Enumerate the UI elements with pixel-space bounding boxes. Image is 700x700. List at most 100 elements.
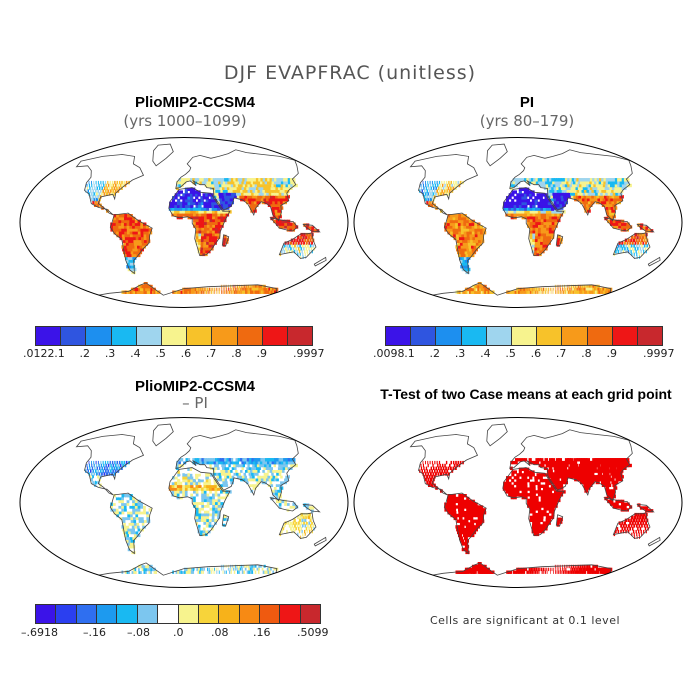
coastline-newguinea — [636, 223, 655, 233]
coastline-newguinea — [302, 223, 321, 233]
colorbar-swatch — [136, 327, 162, 345]
colorbar-tick-label: .8 — [231, 347, 242, 360]
colorbar-swatch — [537, 327, 563, 345]
coastline-australia — [612, 232, 651, 259]
coastline-eurasia — [175, 149, 299, 222]
colorbar-swatch — [178, 605, 199, 623]
colorbar-swatch — [239, 605, 260, 623]
colorbar-swatch — [486, 327, 512, 345]
map-data-cells — [85, 178, 320, 294]
map-panel-pi — [353, 137, 683, 308]
colorbar-tick-label: .9997 — [293, 347, 325, 360]
colorbar-swatch — [198, 605, 220, 623]
coastline-antarctica — [92, 562, 278, 577]
panel2-title: PI — [519, 94, 535, 111]
colorbar-swatch — [187, 327, 213, 345]
colorbar-swatch — [237, 327, 263, 345]
coastline-indonesia — [269, 497, 299, 512]
colorbar-swatch — [212, 327, 238, 345]
coastline-madagascar — [221, 514, 230, 527]
coastline-nz — [647, 256, 661, 267]
map-data-cells — [419, 458, 654, 574]
colorbar-tick-label: .0122 — [23, 347, 55, 360]
coastline-namerica — [409, 434, 479, 496]
map-data-cells — [419, 178, 654, 294]
colorbar-swatch — [259, 605, 281, 623]
coastline-greenland — [152, 143, 174, 167]
coastline-greenland — [486, 143, 508, 167]
colorbar-swatch — [262, 327, 288, 345]
coastline-australia — [278, 512, 317, 539]
coastline-namerica — [75, 154, 145, 216]
colorbar-model-ticks: .0122.1 .2 .3 .4 .5 .6 .7 .8 .9 .9997 — [23, 347, 325, 361]
colorbar-swatch — [436, 327, 462, 345]
colorbar-swatch — [411, 327, 437, 345]
coastline-namerica — [409, 154, 479, 216]
map-panel-ttest — [353, 417, 683, 588]
map-panel-model — [19, 137, 349, 308]
coastline-eurasia — [509, 149, 633, 222]
colorbar-tick-label: .16 — [253, 626, 271, 639]
colorbar-model — [35, 326, 314, 346]
colorbar-swatch — [35, 327, 62, 345]
coastline-eurasia — [509, 429, 633, 502]
colorbar-tick-label: –.16 — [83, 626, 106, 639]
map-frame — [353, 137, 683, 308]
colorbar-swatch — [562, 327, 588, 345]
colorbar-swatch — [111, 327, 137, 345]
coastline-madagascar — [555, 514, 564, 527]
colorbar-swatch — [219, 605, 240, 623]
coastline-greenland — [486, 423, 508, 447]
coastline-newguinea — [636, 503, 655, 513]
colorbar-swatch — [56, 605, 77, 623]
colorbar-swatch — [158, 605, 179, 623]
colorbar-difference-ticks: –.6918 –.16 –.08 .0 .08 .16 .5099 — [21, 626, 329, 640]
colorbar-swatch — [97, 605, 118, 623]
coastline-samerica — [443, 212, 487, 275]
coastline-indonesia — [269, 217, 299, 232]
coastline-madagascar — [221, 234, 230, 247]
coastline-indonesia — [603, 497, 633, 512]
colorbar-tick-label: .4 — [130, 347, 141, 360]
panel4-title: T-Test of two Case means at each grid po… — [380, 386, 672, 402]
colorbar-tick-label: .9997 — [643, 347, 675, 360]
coastline-samerica — [443, 492, 487, 555]
colorbar-tick-label: .4 — [480, 347, 491, 360]
colorbar-swatch — [137, 605, 159, 623]
colorbar-tick-label: .9 — [256, 347, 267, 360]
coastline-nz — [647, 536, 661, 547]
map-frame — [19, 417, 349, 588]
coastline-newguinea — [302, 503, 321, 513]
colorbar-swatch — [612, 327, 638, 345]
colorbar-pi-ticks: .0098.1 .2 .3 .4 .5 .6 .7 .8 .9 .9997 — [373, 347, 675, 361]
coastline-nz — [313, 256, 327, 267]
coastline-africa — [502, 187, 565, 257]
colorbar-swatch — [461, 327, 487, 345]
colorbar-tick-label: .1 — [54, 347, 65, 360]
colorbar-tick-label: .2 — [429, 347, 441, 360]
coastline-greenland — [152, 423, 174, 447]
colorbar-swatch — [35, 605, 57, 623]
coastline-antarctica — [426, 282, 612, 297]
coastline-eurasia — [175, 429, 299, 502]
coastline-africa — [168, 467, 231, 537]
colorbar-tick-label: .6 — [530, 347, 542, 360]
colorbar-tick-label: .08 — [211, 626, 229, 639]
colorbar-tick-label: .3 — [104, 347, 116, 360]
colorbar-swatch — [86, 327, 112, 345]
colorbar-tick-label: .5 — [505, 347, 516, 360]
colorbar-tick-label: .8 — [581, 347, 592, 360]
coastline-australia — [278, 232, 317, 259]
colorbar-tick-label: .0098 — [373, 347, 405, 360]
map-panel-difference — [19, 417, 349, 588]
colorbar-swatch — [587, 327, 613, 345]
coastline-africa — [168, 187, 231, 257]
map-frame — [19, 137, 349, 308]
coastline-samerica — [109, 492, 153, 555]
panel3-title: PlioMIP2-CCSM4 — [134, 378, 255, 395]
colorbar-swatch — [61, 327, 87, 345]
colorbar-tick-label: –.08 — [127, 626, 150, 639]
colorbar-swatch — [287, 327, 314, 345]
coastline-australia — [612, 512, 651, 539]
map-data-cells — [85, 458, 320, 574]
